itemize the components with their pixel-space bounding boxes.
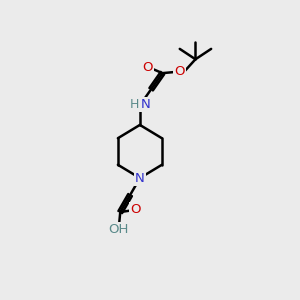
Text: O: O xyxy=(175,65,185,79)
Text: O: O xyxy=(142,61,153,74)
Text: O: O xyxy=(130,203,140,216)
Text: N: N xyxy=(135,172,145,184)
Text: H: H xyxy=(129,98,139,111)
Text: OH: OH xyxy=(108,223,128,236)
Text: N: N xyxy=(141,98,151,111)
